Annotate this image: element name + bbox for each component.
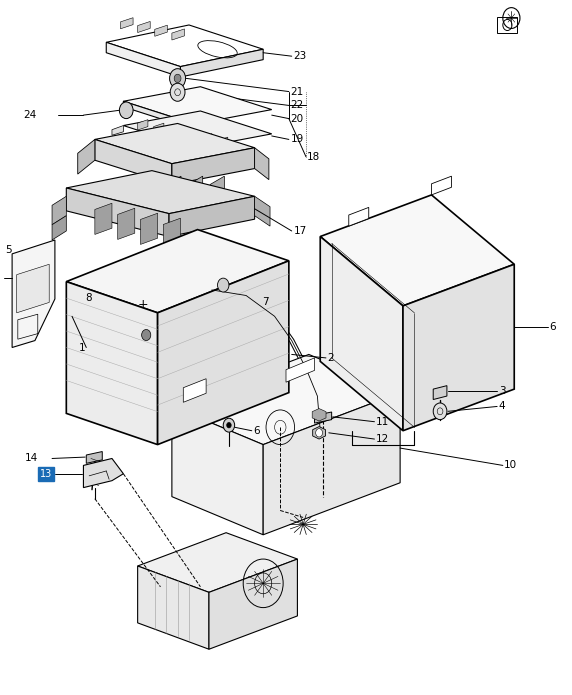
Polygon shape (320, 195, 514, 306)
Circle shape (170, 83, 185, 101)
Text: 18: 18 (307, 152, 320, 162)
Text: 20: 20 (291, 113, 304, 124)
Polygon shape (180, 49, 263, 77)
Polygon shape (158, 261, 289, 445)
Text: 14: 14 (25, 453, 38, 464)
Polygon shape (167, 176, 181, 205)
Polygon shape (172, 148, 255, 184)
Polygon shape (320, 236, 403, 431)
Text: 3: 3 (499, 386, 506, 396)
Polygon shape (201, 133, 212, 144)
Polygon shape (138, 120, 148, 130)
Circle shape (227, 423, 231, 428)
Polygon shape (52, 215, 66, 240)
Circle shape (169, 69, 185, 88)
Polygon shape (17, 264, 49, 313)
Polygon shape (141, 213, 158, 245)
Text: 22: 22 (291, 101, 304, 111)
Polygon shape (138, 532, 297, 592)
Polygon shape (106, 42, 180, 77)
Polygon shape (52, 196, 66, 224)
Polygon shape (118, 208, 135, 240)
Polygon shape (183, 379, 206, 402)
Polygon shape (66, 281, 158, 445)
Polygon shape (126, 285, 169, 327)
Polygon shape (155, 25, 168, 36)
Circle shape (223, 418, 235, 432)
Polygon shape (66, 188, 169, 236)
Polygon shape (403, 264, 514, 431)
Text: 7: 7 (262, 297, 269, 307)
Polygon shape (121, 17, 133, 28)
Text: 12: 12 (376, 434, 390, 444)
Polygon shape (138, 566, 209, 649)
Polygon shape (120, 102, 132, 119)
Polygon shape (172, 354, 400, 445)
Polygon shape (66, 171, 255, 213)
Text: 6: 6 (253, 426, 260, 436)
Circle shape (174, 74, 181, 83)
Polygon shape (138, 22, 150, 33)
Polygon shape (124, 111, 272, 149)
Polygon shape (124, 176, 138, 205)
Polygon shape (209, 559, 297, 649)
Polygon shape (172, 407, 263, 534)
Polygon shape (169, 196, 255, 236)
Polygon shape (124, 87, 272, 124)
Text: 1: 1 (78, 343, 85, 352)
Circle shape (433, 403, 447, 420)
Circle shape (316, 429, 323, 437)
Polygon shape (315, 412, 332, 423)
Polygon shape (194, 284, 237, 325)
Text: 19: 19 (291, 134, 304, 145)
Text: 13: 13 (40, 468, 53, 479)
Polygon shape (106, 25, 263, 67)
Polygon shape (433, 386, 447, 400)
Polygon shape (349, 207, 369, 226)
Polygon shape (312, 409, 326, 421)
Polygon shape (112, 126, 124, 136)
Polygon shape (185, 130, 196, 140)
Text: 10: 10 (504, 460, 517, 471)
Polygon shape (263, 393, 400, 534)
Text: 4: 4 (499, 402, 506, 411)
Polygon shape (169, 126, 180, 137)
Polygon shape (313, 427, 325, 439)
Polygon shape (255, 196, 270, 226)
Polygon shape (12, 240, 55, 348)
Circle shape (120, 102, 133, 119)
Text: 23: 23 (293, 51, 306, 61)
Polygon shape (286, 358, 315, 382)
Polygon shape (95, 203, 112, 234)
Polygon shape (95, 124, 255, 164)
Text: 21: 21 (291, 87, 304, 97)
Polygon shape (84, 459, 124, 488)
Polygon shape (95, 140, 172, 184)
Text: 2: 2 (327, 353, 333, 363)
Text: 8: 8 (85, 293, 92, 302)
Polygon shape (172, 29, 184, 40)
Polygon shape (78, 140, 95, 174)
Text: +: + (138, 298, 149, 311)
Polygon shape (154, 123, 164, 133)
Polygon shape (255, 148, 269, 179)
Polygon shape (217, 137, 228, 147)
Text: 11: 11 (376, 417, 390, 427)
Polygon shape (210, 176, 224, 205)
Polygon shape (124, 101, 194, 130)
Polygon shape (164, 218, 180, 250)
Text: 24: 24 (23, 110, 37, 120)
Polygon shape (431, 176, 451, 195)
Polygon shape (145, 176, 160, 205)
Polygon shape (188, 176, 202, 205)
Text: 5: 5 (5, 245, 12, 255)
Text: 6: 6 (550, 322, 556, 332)
Polygon shape (66, 229, 289, 313)
Text: 17: 17 (293, 226, 307, 236)
Circle shape (142, 329, 151, 341)
Polygon shape (86, 452, 102, 464)
Circle shape (217, 278, 229, 292)
Polygon shape (200, 293, 229, 320)
